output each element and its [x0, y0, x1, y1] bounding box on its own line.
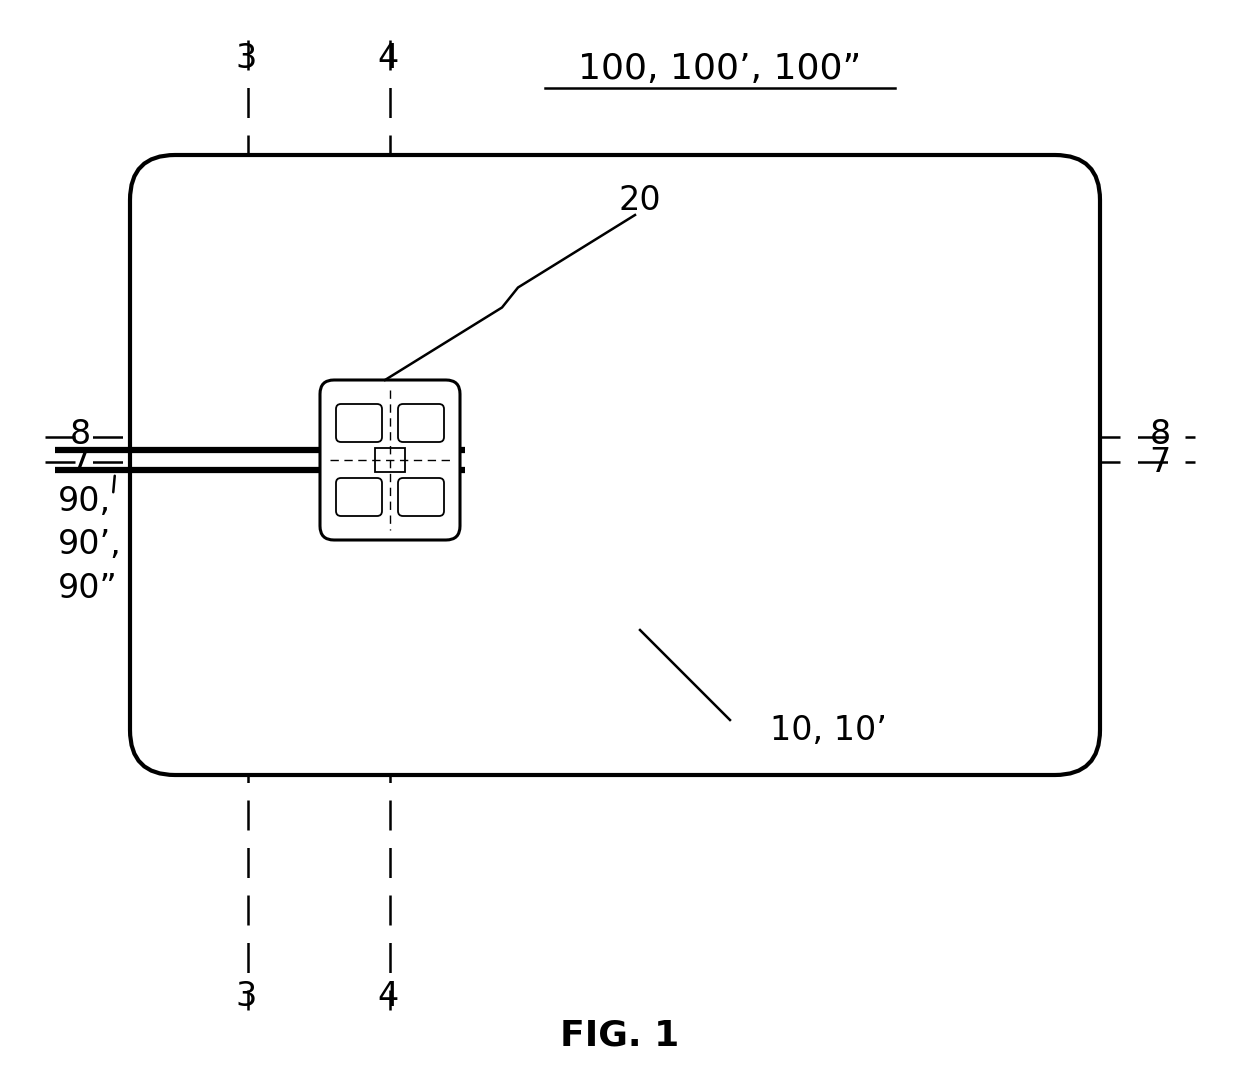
Text: 7: 7: [69, 445, 91, 478]
FancyBboxPatch shape: [398, 404, 444, 442]
FancyBboxPatch shape: [130, 155, 1100, 775]
Text: FIG. 1: FIG. 1: [560, 1018, 680, 1052]
Text: 3: 3: [236, 42, 257, 75]
Text: 4: 4: [377, 42, 398, 75]
Bar: [374, 448, 405, 472]
FancyBboxPatch shape: [398, 478, 444, 516]
FancyBboxPatch shape: [336, 478, 382, 516]
Text: 10, 10’: 10, 10’: [770, 713, 887, 746]
Text: 3: 3: [236, 980, 257, 1013]
Text: 8: 8: [1149, 417, 1171, 451]
Text: 90,
90’,
90”: 90, 90’, 90”: [58, 485, 122, 604]
Text: 7: 7: [1149, 445, 1171, 478]
FancyBboxPatch shape: [336, 404, 382, 442]
FancyBboxPatch shape: [320, 380, 460, 540]
Text: 8: 8: [69, 417, 91, 451]
Text: 100, 100’, 100”: 100, 100’, 100”: [578, 52, 862, 86]
Text: 20: 20: [619, 184, 661, 217]
Text: 4: 4: [377, 980, 398, 1013]
